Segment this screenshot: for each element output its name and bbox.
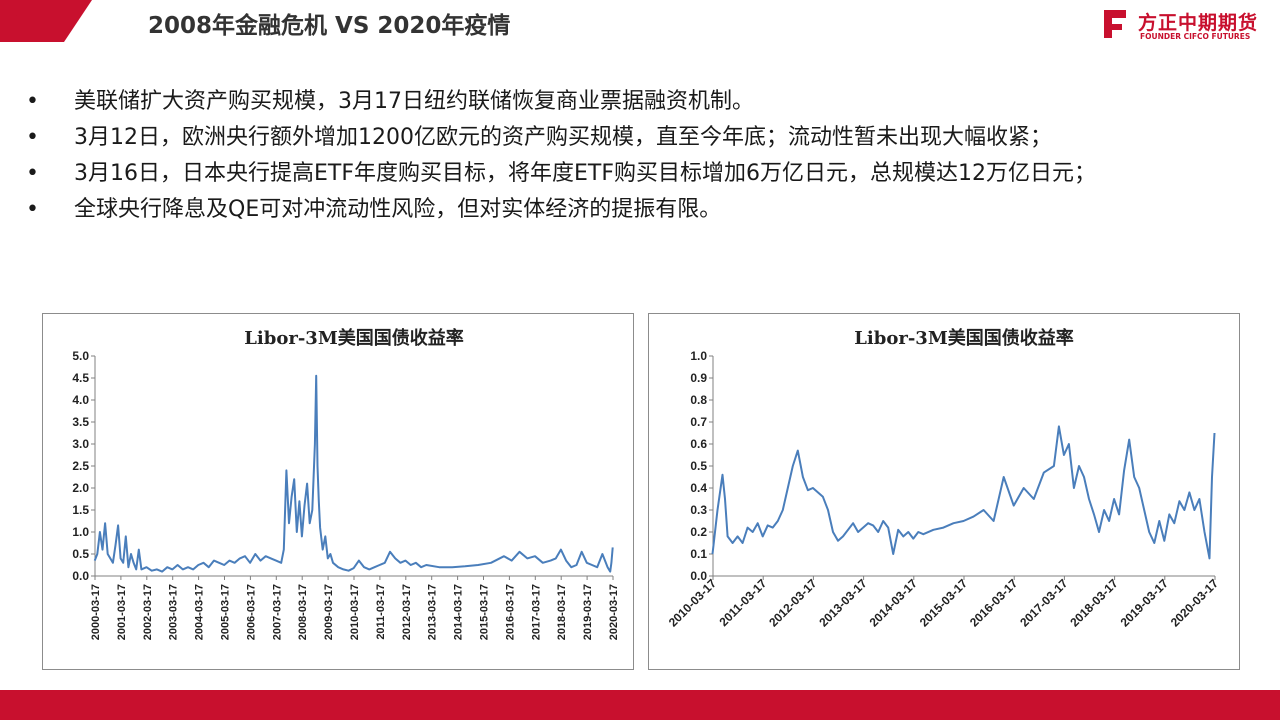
- bullet-marker: •: [26, 197, 39, 222]
- bullet-text: 3月16日，日本央行提高ETF年度购买目标，将年度ETF购买目标增加6万亿日元，…: [74, 161, 1096, 186]
- x-tick-label: 2015-03-17: [917, 576, 971, 630]
- x-tick-label: 2011-03-17: [375, 584, 387, 640]
- x-tick-label: 2018-03-17: [556, 584, 568, 640]
- x-tick-label: 2020-03-17: [608, 584, 620, 640]
- series-line: [711, 425, 1216, 560]
- x-tick-label: 2013-03-17: [816, 576, 870, 630]
- x-tick-label: 2016-03-17: [504, 584, 516, 640]
- bullet-text: 美联储扩大资产购买规模，3月17日纽约联储恢复商业票据融资机制。: [74, 89, 754, 114]
- logo-chinese-name: 方正中期期货: [1138, 12, 1259, 34]
- x-tick-label: 2006-03-17: [245, 584, 257, 640]
- x-tick-label: 2000-03-17: [90, 584, 102, 640]
- y-tick-label: 2.5: [72, 459, 89, 473]
- x-tick-label: 2020-03-17: [1168, 576, 1222, 630]
- x-tick-label: 2015-03-17: [479, 584, 491, 640]
- y-tick-label: 4.5: [72, 371, 89, 385]
- y-tick-label: 0.8: [690, 393, 707, 407]
- company-logo: 方正中期期货 FOUNDER CIFCO FUTURES: [1100, 8, 1278, 42]
- y-tick-label: 0.7: [690, 415, 707, 429]
- founder-logo-icon: [1104, 10, 1126, 38]
- x-tick-label: 2003-03-17: [168, 584, 180, 640]
- x-tick-label: 2014-03-17: [453, 584, 465, 640]
- y-tick-label: 0.5: [690, 459, 707, 473]
- bullet-marker: •: [26, 161, 39, 186]
- bullet-item: • 美联储扩大资产购买规模，3月17日纽约联储恢复商业票据融资机制。: [24, 84, 1264, 120]
- libor-chart-2000-2020: Libor-3M美国国债收益率 0.0 0.5 1.0 1.5 2.0 2.5 3.0 3.5 4…: [42, 313, 634, 670]
- y-tick-label: 1.0: [72, 525, 89, 539]
- bullet-item: • 3月16日，日本央行提高ETF年度购买目标，将年度ETF购买目标增加6万亿日…: [24, 156, 1264, 192]
- libor-chart-2010-2020: Libor-3M美国国债收益率 0.0 0.1 0.2 0.3 0.4 0.5 0.6 0.7 0…: [648, 313, 1240, 670]
- x-tick-label: 2017-03-17: [530, 584, 542, 640]
- y-tick-label: 1.0: [690, 349, 707, 363]
- chart-title: Libor-3M美国国债收益率: [854, 327, 1074, 349]
- x-tick-label: 2002-03-17: [142, 584, 154, 640]
- x-tick-label: 2007-03-17: [271, 584, 283, 640]
- x-tick-label: 2008-03-17: [297, 584, 309, 640]
- y-tick-label: 2.0: [72, 481, 89, 495]
- bullet-marker: •: [26, 89, 39, 114]
- y-tick-label: 4.0: [72, 393, 89, 407]
- bullet-item: • 全球央行降息及QE可对冲流动性风险，但对实体经济的提振有限。: [24, 192, 1264, 228]
- x-tick-label: 2010-03-17: [349, 584, 361, 640]
- y-tick-label: 0.6: [690, 437, 707, 451]
- y-tick-label: 3.5: [72, 415, 89, 429]
- y-tick-label: 0.3: [690, 503, 707, 517]
- x-tick-label: 2011-03-17: [716, 576, 769, 629]
- chart-canvas: Libor-3M美国国债收益率 0.0 0.1 0.2 0.3 0.4 0.5 0.6 0.7 0…: [666, 327, 1222, 630]
- y-tick-label: 0.0: [72, 569, 89, 583]
- y-tick-label: 0.5: [72, 547, 89, 561]
- x-tick-label: 2004-03-17: [194, 584, 206, 640]
- title-banner: [0, 0, 92, 42]
- y-tick-label: 0.2: [690, 525, 707, 539]
- bullet-item: • 3月12日，欧洲央行额外增加1200亿欧元的资产购买规模，直至今年底；流动性…: [24, 120, 1264, 156]
- x-tick-label: 2009-03-17: [323, 584, 335, 640]
- x-tick-label: 2005-03-17: [220, 584, 232, 640]
- y-tick-label: 0.9: [690, 371, 707, 385]
- series-line: [93, 374, 614, 573]
- x-tick-label: 2012-03-17: [766, 576, 820, 630]
- bullet-marker: •: [26, 125, 39, 150]
- x-tick-label: 2016-03-17: [967, 576, 1021, 630]
- x-tick-label: 2001-03-17: [116, 584, 128, 640]
- chart-title: Libor-3M美国国债收益率: [244, 327, 464, 349]
- x-tick-label: 2018-03-17: [1067, 576, 1121, 630]
- bullet-text: 全球央行降息及QE可对冲流动性风险，但对实体经济的提振有限。: [74, 197, 722, 222]
- x-tick-label: 2013-03-17: [427, 584, 439, 640]
- x-tick-label: 2014-03-17: [867, 576, 921, 630]
- title-bar: 2008年金融危机 VS 2020年疫情: [0, 0, 600, 42]
- y-tick-label: 0.1: [690, 547, 707, 561]
- footer-bar: [0, 690, 1280, 720]
- chart-growth-icon: [1, 4, 40, 30]
- x-tick-label: 2019-03-17: [1118, 576, 1172, 630]
- y-tick-label: 0.0: [690, 569, 707, 583]
- bullet-text: 3月12日，欧洲央行额外增加1200亿欧元的资产购买规模，直至今年底；流动性暂未…: [74, 125, 1052, 150]
- y-tick-label: 1.5: [72, 503, 89, 517]
- y-tick-label: 3.0: [72, 437, 89, 451]
- x-tick-label: 2019-03-17: [582, 584, 594, 640]
- x-tick-label: 2012-03-17: [401, 584, 413, 640]
- bullet-list: • 美联储扩大资产购买规模，3月17日纽约联储恢复商业票据融资机制。 • 3月1…: [24, 84, 1264, 228]
- chart-canvas: Libor-3M美国国债收益率 0.0 0.5 1.0 1.5 2.0 2.5 3.0 3.5 4…: [72, 327, 620, 640]
- y-tick-label: 0.4: [690, 481, 707, 495]
- x-tick-label: 2010-03-17: [666, 576, 720, 630]
- logo-english-name: FOUNDER CIFCO FUTURES: [1140, 32, 1251, 41]
- page-title: 2008年金融危机 VS 2020年疫情: [148, 13, 511, 39]
- y-tick-label: 5.0: [72, 349, 89, 363]
- x-tick-label: 2017-03-17: [1017, 576, 1071, 630]
